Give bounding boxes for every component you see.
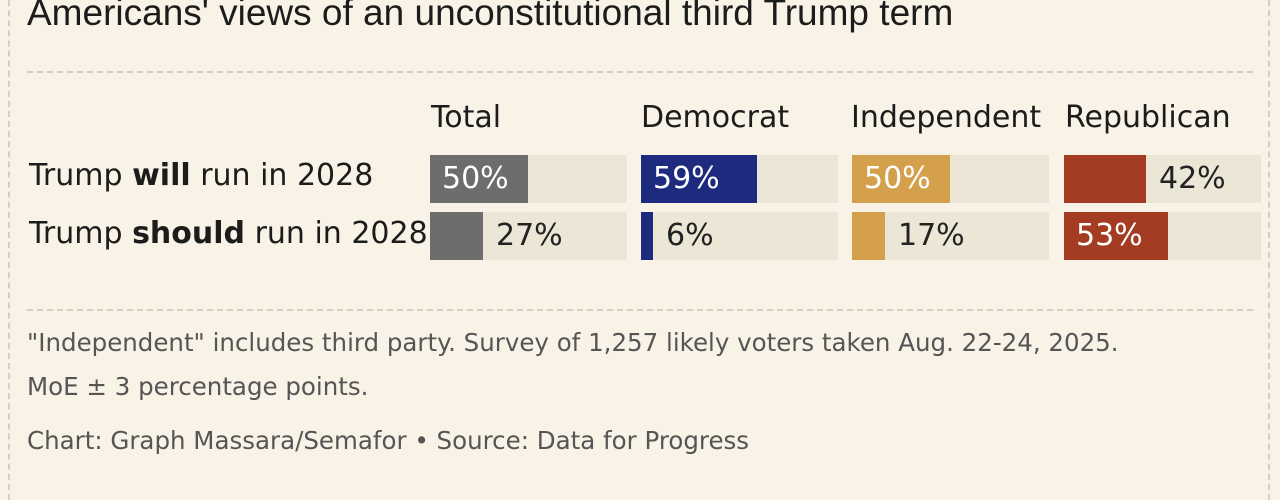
bar-will-democrat: [641, 155, 757, 203]
column-header-total: Total: [431, 100, 502, 135]
bar-track-will-total: 50%: [430, 155, 627, 203]
bar-value-label-should-republican: 53%: [1076, 218, 1143, 253]
bar-track-should-democrat: 6%: [641, 212, 838, 260]
bar-should-total: [430, 212, 483, 260]
bottom-divider: [27, 309, 1253, 311]
bar-track-will-republican: 42%: [1064, 155, 1261, 203]
footnote-line-1: "Independent" includes third party. Surv…: [27, 328, 1119, 357]
bar-value-label-will-independent: 50%: [864, 161, 931, 196]
top-divider: [27, 71, 1253, 73]
bar-track-will-democrat: 59%: [641, 155, 838, 203]
bar-value-label-will-democrat: 59%: [653, 161, 720, 196]
column-header-democrat: Democrat: [641, 100, 790, 135]
bar-value-label-should-total: 27%: [496, 218, 563, 253]
bar-track-should-independent: 17%: [852, 212, 1049, 260]
bar-value-label-should-independent: 17%: [898, 218, 965, 253]
bar-should-independent: [852, 212, 885, 260]
bar-should-democrat: [641, 212, 653, 260]
bar-track-should-total: 27%: [430, 212, 627, 260]
column-header-republican: Republican: [1065, 100, 1231, 135]
bar-will-independent: [852, 155, 950, 203]
row-label-will: Trump will run in 2028: [29, 158, 374, 193]
column-header-independent: Independent: [851, 100, 1042, 135]
chart-frame: [8, 0, 1270, 500]
row-label-should: Trump should run in 2028: [29, 216, 428, 251]
bar-track-will-independent: 50%: [852, 155, 1049, 203]
bar-track-should-republican: 53%: [1064, 212, 1261, 260]
chart-title: Americans' views of an unconstitutional …: [27, 0, 954, 33]
bar-will-republican: [1064, 155, 1146, 203]
bar-value-label-should-democrat: 6%: [666, 218, 714, 253]
bar-will-total: [430, 155, 528, 203]
footnote-line-2: MoE ± 3 percentage points.: [27, 372, 369, 401]
bar-value-label-will-total: 50%: [442, 161, 509, 196]
source-credit: Chart: Graph Massara/Semafor • Source: D…: [27, 426, 750, 455]
bar-should-republican: [1064, 212, 1168, 260]
bar-value-label-will-republican: 42%: [1159, 161, 1226, 196]
